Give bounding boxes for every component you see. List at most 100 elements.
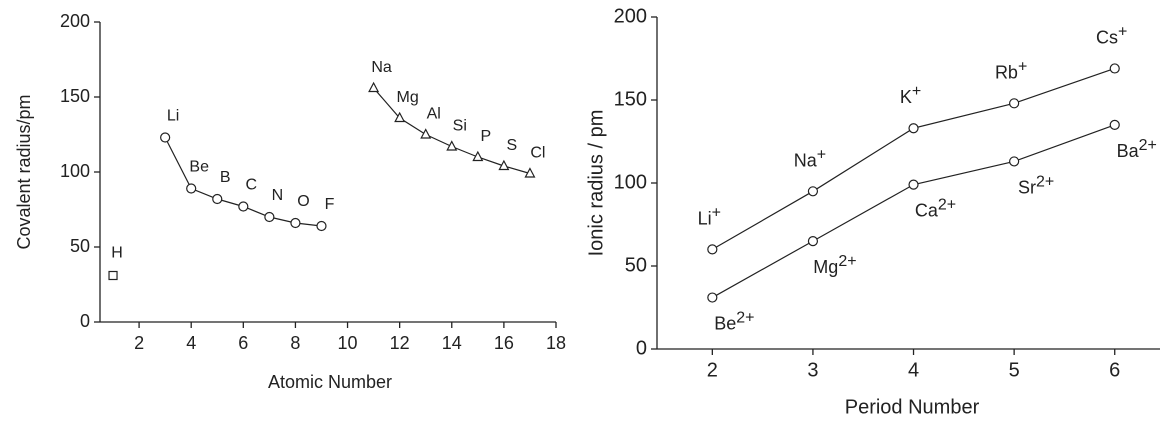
x-tick-label: 6 <box>238 333 248 353</box>
point <box>238 201 249 212</box>
point-label: Cs+ <box>1096 24 1127 48</box>
point <box>420 128 432 139</box>
label-sup: + <box>912 83 921 100</box>
point <box>160 132 171 143</box>
point <box>1109 119 1120 131</box>
series-line <box>164 137 322 227</box>
label-text: Ba <box>1117 141 1140 161</box>
point <box>807 236 819 247</box>
x-tick-label: 14 <box>442 333 462 353</box>
point-label: Sr2+ <box>1018 174 1054 198</box>
point-label: N <box>272 187 284 204</box>
label-sup: + <box>1118 24 1127 41</box>
x-tick-label: 10 <box>338 333 358 353</box>
point <box>368 81 380 93</box>
x-tick-label: 12 <box>390 333 410 353</box>
point <box>212 193 223 205</box>
y-tick-label: 0 <box>636 337 647 359</box>
label-text: Na <box>794 150 818 170</box>
point <box>394 111 406 123</box>
point <box>316 220 327 232</box>
y-axis-label: Ionic radius / pm <box>585 110 607 257</box>
point-label: F <box>325 196 335 213</box>
point <box>908 179 919 190</box>
x-tick-label: 18 <box>546 333 566 353</box>
x-tick-label: 4 <box>908 359 919 381</box>
point-label: Li+ <box>698 205 721 229</box>
point-label: Mg <box>397 89 419 106</box>
x-tick-label: 6 <box>1109 359 1120 381</box>
label-sup: + <box>712 205 721 222</box>
point <box>1009 98 1020 109</box>
label-text: K <box>900 87 912 107</box>
y-tick-label: 100 <box>60 161 90 181</box>
point-label: Na <box>371 59 392 76</box>
label-sup: 2+ <box>736 310 754 327</box>
point <box>707 292 718 303</box>
x-axis-label: Period Number <box>845 396 980 418</box>
point <box>472 150 484 162</box>
label-sup: + <box>1018 59 1027 76</box>
point-label: Cl <box>530 145 545 162</box>
point-label: Na+ <box>794 147 826 171</box>
point-label: Li <box>167 108 179 125</box>
point <box>498 159 510 171</box>
x-tick-label: 5 <box>1009 359 1020 381</box>
point <box>446 140 458 151</box>
point-label: C <box>246 177 258 194</box>
point <box>908 123 919 134</box>
x-tick-label: 2 <box>707 359 718 381</box>
y-tick-label: 50 <box>625 254 647 276</box>
label-text: Mg <box>813 257 838 277</box>
y-tick-label: 50 <box>70 236 90 256</box>
label-sup: 2+ <box>1139 137 1157 154</box>
point <box>707 244 718 255</box>
label-sup: 2+ <box>838 253 856 270</box>
x-tick-label: 3 <box>807 359 818 381</box>
point-label: Al <box>427 106 441 123</box>
label-sup: 2+ <box>1036 174 1054 191</box>
x-tick-label: 16 <box>494 333 514 353</box>
x-tick-label: 2 <box>134 333 144 353</box>
label-text: Rb <box>995 62 1018 82</box>
point <box>186 183 197 194</box>
point-label: O <box>297 193 309 210</box>
y-tick-label: 200 <box>614 5 647 27</box>
label-sup: 2+ <box>938 197 956 214</box>
point-label: K+ <box>900 83 921 107</box>
point <box>524 167 536 178</box>
point <box>108 270 118 281</box>
point-label: Be2+ <box>714 310 754 334</box>
x-tick-label: 4 <box>186 333 196 353</box>
label-text: Be <box>714 313 736 333</box>
x-tick-label: 8 <box>290 333 300 353</box>
point-label: B <box>220 169 231 186</box>
y-tick-label: 200 <box>60 11 90 31</box>
point-label: Be <box>189 159 209 176</box>
point-label: Si <box>453 118 467 135</box>
y-tick-label: 150 <box>614 88 647 110</box>
label-text: Ca <box>915 200 939 220</box>
label-text: Sr <box>1018 177 1036 197</box>
y-tick-label: 100 <box>614 171 647 193</box>
point-label: Ba2+ <box>1117 137 1157 161</box>
point-label: Mg2+ <box>813 253 856 277</box>
point-label: S <box>507 137 518 154</box>
y-tick-label: 0 <box>80 311 90 331</box>
y-axis-label: Covalent radius/pm <box>14 94 34 249</box>
series-line <box>712 124 1115 299</box>
x-axis-label: Atomic Number <box>268 372 392 392</box>
point <box>1009 156 1020 167</box>
point-label: Ca2+ <box>915 197 956 221</box>
point-label: H <box>111 245 123 262</box>
label-text: Cs <box>1096 27 1118 47</box>
y-tick-label: 150 <box>60 86 90 106</box>
point <box>807 186 819 197</box>
label-text: Li <box>698 208 712 228</box>
point-label: Rb+ <box>995 59 1027 83</box>
point <box>290 217 301 229</box>
point <box>264 211 275 223</box>
point <box>1109 63 1120 74</box>
label-sup: + <box>817 147 826 164</box>
